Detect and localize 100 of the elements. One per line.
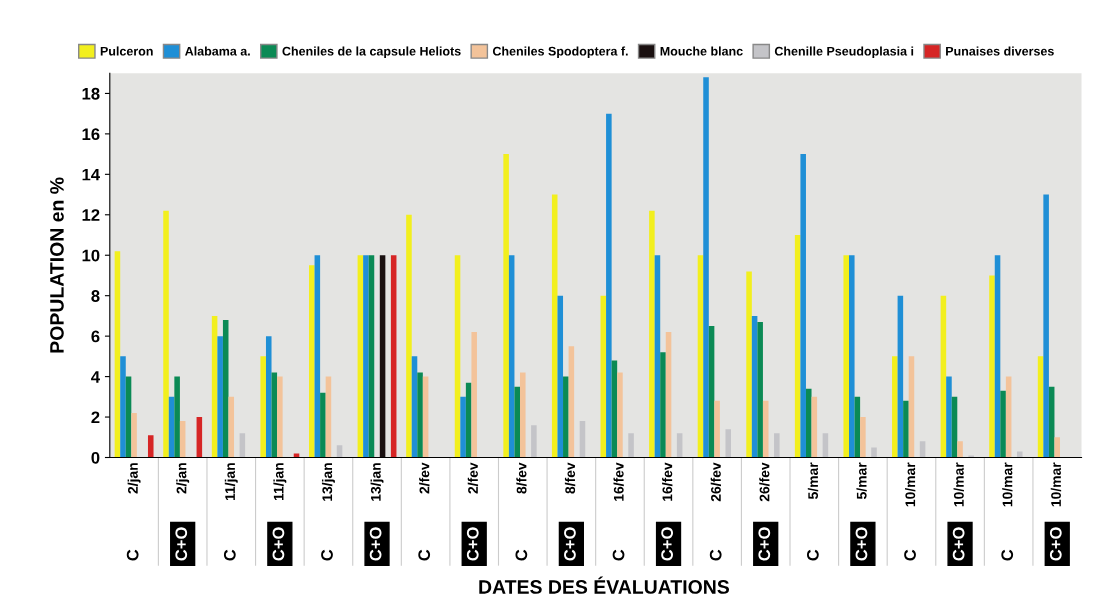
y-tick-label: 14 <box>82 168 100 181</box>
category-label: 2/fev C <box>418 462 431 561</box>
bar <box>703 77 709 458</box>
bar <box>293 453 300 458</box>
bar <box>654 255 661 458</box>
bar <box>357 255 364 458</box>
bar <box>714 400 720 458</box>
bar <box>871 447 877 458</box>
y-tick-label: 12 <box>82 209 100 221</box>
bar <box>314 255 321 458</box>
bar <box>568 346 575 458</box>
category-label: 13/jan C <box>321 463 335 561</box>
bar <box>379 255 386 458</box>
category-label: 10/mar C <box>1001 462 1014 561</box>
bar <box>946 376 952 458</box>
bar <box>1043 194 1049 458</box>
bar <box>611 360 618 458</box>
bar <box>903 400 909 458</box>
bar <box>531 425 537 458</box>
y-tick-label: 10 <box>82 249 100 262</box>
bar <box>897 295 904 458</box>
bar <box>697 255 704 458</box>
bar <box>1000 390 1006 458</box>
bar <box>843 255 850 458</box>
bar <box>708 326 715 458</box>
legend-label: Alabama a. <box>185 46 250 56</box>
bar <box>860 417 866 458</box>
bar <box>805 388 812 458</box>
bar <box>892 356 898 458</box>
bar <box>460 396 466 458</box>
bar <box>1054 437 1061 458</box>
y-axis-title: POPULATION en % <box>50 177 64 353</box>
bar <box>163 210 169 458</box>
bar <box>520 372 526 458</box>
bar <box>617 372 623 458</box>
category-label: 26/fev C+O <box>758 462 771 561</box>
bar <box>131 413 137 458</box>
bar <box>606 113 612 458</box>
bar <box>309 265 315 458</box>
category-label: 10/mar C+O <box>1049 462 1062 561</box>
bar <box>751 315 758 458</box>
bar <box>908 356 915 458</box>
bar <box>940 295 947 458</box>
bar <box>320 392 326 458</box>
bar <box>260 356 266 458</box>
bar <box>557 295 564 458</box>
y-tick-label: 0 <box>91 451 100 464</box>
y-tick-label: 4 <box>91 371 100 383</box>
bar <box>774 433 780 458</box>
legend-label: Pulceron <box>100 46 153 56</box>
bar <box>174 376 180 458</box>
y-tick-label: 2 <box>91 411 100 424</box>
category-label: 10/mar C <box>904 462 916 561</box>
bar <box>471 332 477 458</box>
y-tick-label: 6 <box>91 330 100 343</box>
bar <box>600 295 607 458</box>
bar <box>957 441 963 458</box>
bar <box>800 154 806 458</box>
bar <box>794 235 801 458</box>
category-label: 5/mar C <box>806 462 819 561</box>
bar <box>508 255 515 458</box>
bar <box>514 386 521 458</box>
bar <box>551 194 558 458</box>
bar <box>563 376 569 458</box>
y-tick-label: 16 <box>82 128 100 141</box>
bar <box>147 435 154 458</box>
bar <box>1016 451 1023 458</box>
bar <box>989 275 995 458</box>
category-label: 2/jan C+O <box>175 463 190 561</box>
category-label: 16/fev C+O <box>661 462 674 561</box>
y-tick-label: 8 <box>91 290 100 302</box>
bar <box>417 372 423 458</box>
category-label: 2/jan C <box>126 463 141 561</box>
y-tick-label: 18 <box>82 87 100 100</box>
bar <box>454 255 461 458</box>
bar <box>1037 356 1044 458</box>
bar <box>746 271 752 458</box>
bar <box>336 445 343 458</box>
bar <box>628 433 634 458</box>
bar <box>649 210 655 458</box>
bar <box>363 255 369 458</box>
bar <box>120 356 126 458</box>
bar <box>411 356 418 458</box>
bar <box>757 321 763 458</box>
bar <box>968 455 974 458</box>
legend-label: Cheniles Spodoptera f. <box>492 46 628 59</box>
category-label: 13/jan C+O <box>369 463 384 561</box>
category-label: 11/jan C <box>223 463 238 561</box>
category-label: 26/fev C <box>709 462 722 561</box>
bar <box>211 315 218 458</box>
legend-label: Punaises diverses <box>946 46 1054 56</box>
bar <box>228 396 235 458</box>
category-label: 5/mar C+O <box>855 462 868 561</box>
bar <box>222 319 229 458</box>
bar <box>994 255 1001 458</box>
legend-label: Chenille Pseudoplasia i <box>774 46 914 59</box>
category-label: 16/fev C <box>612 462 625 561</box>
bar <box>406 214 412 458</box>
bar <box>660 352 666 458</box>
bar <box>368 255 375 458</box>
